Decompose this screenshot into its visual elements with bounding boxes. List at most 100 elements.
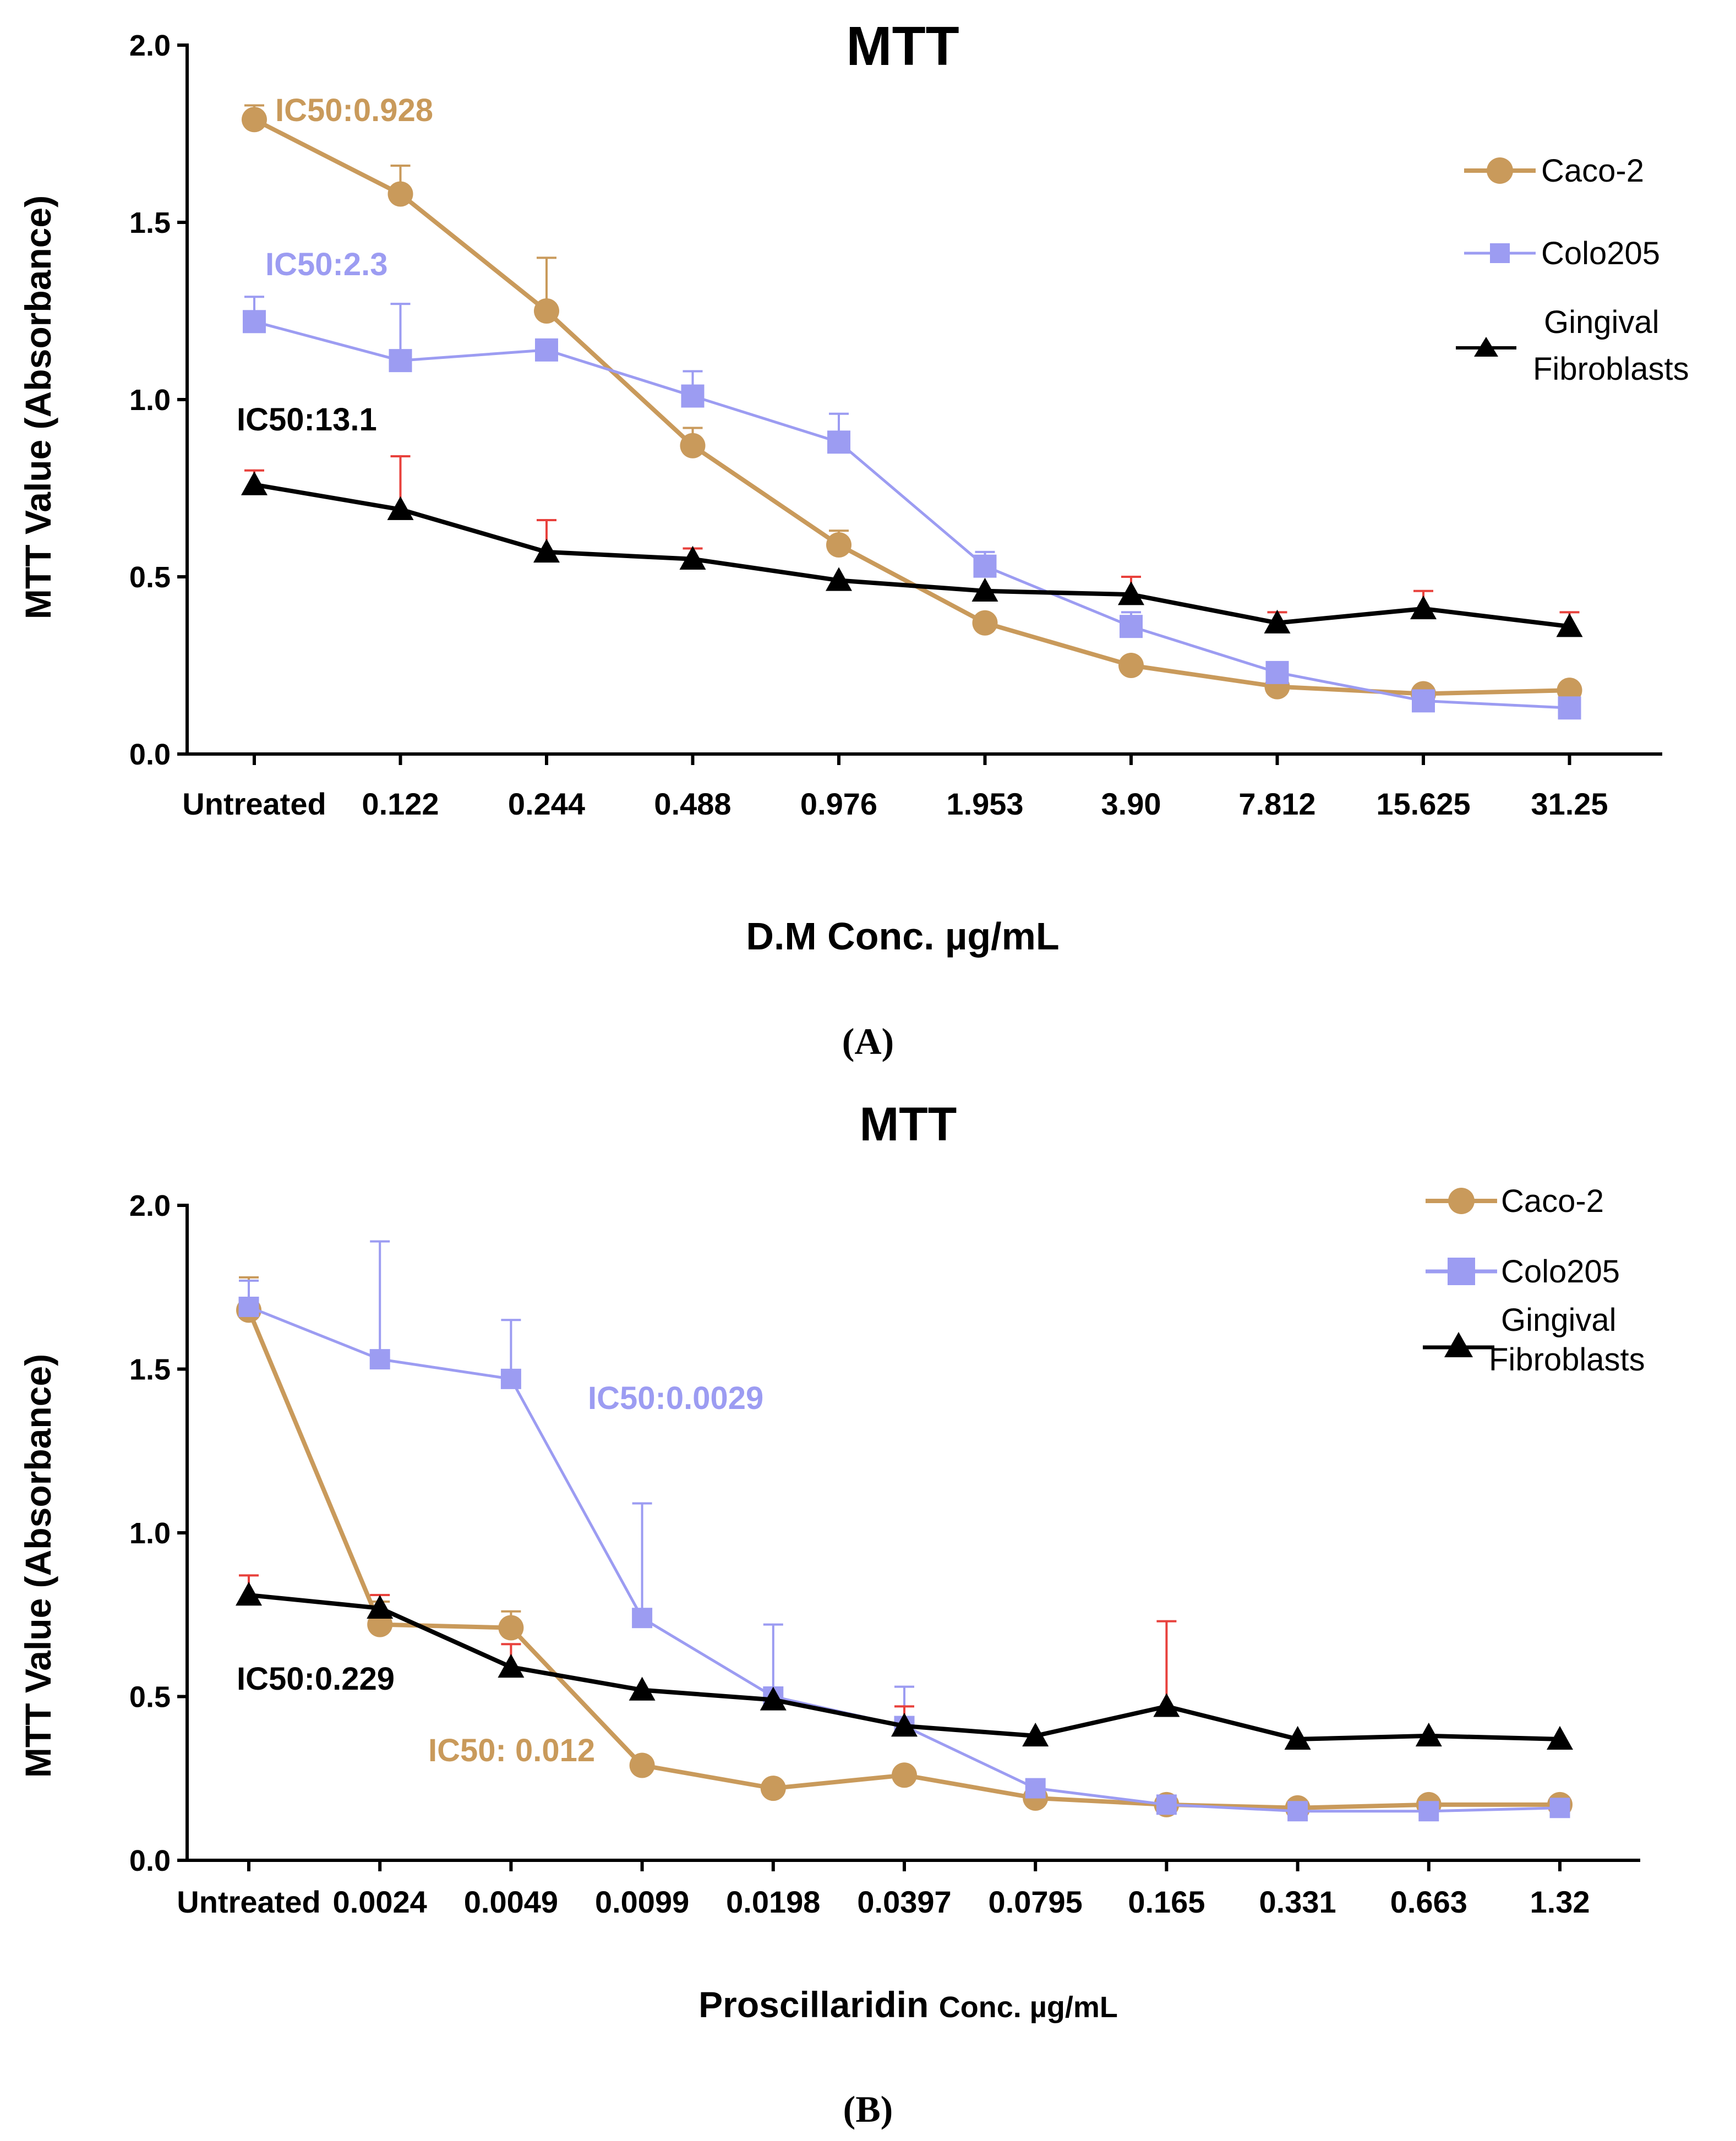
- legend-gingival-label-2: Fibroblasts: [1489, 1342, 1645, 1378]
- legend-caco2-label: Caco-2: [1541, 153, 1644, 189]
- panel-a-y-tick-label: 0.5: [129, 561, 171, 594]
- panel-a-y-tick-label: 1.0: [129, 384, 171, 417]
- panel-a-point-gingival: [1410, 595, 1437, 620]
- panel-a-point-gingival: [971, 577, 998, 602]
- legend-gingival-label-2: Fibroblasts: [1533, 351, 1689, 387]
- panel-a-point-caco2: [680, 433, 706, 458]
- panel-a-point-colo205: [243, 310, 266, 334]
- panel-b-point-colo205: [500, 1368, 521, 1389]
- panel-b-x-tick-label: 1.32: [1530, 1885, 1590, 1919]
- panel-a-point-gingival: [1556, 613, 1583, 637]
- panel-b-x-tick-label: 0.0397: [857, 1885, 951, 1919]
- panel-b-ic50-gingival: IC50:0.229: [237, 1661, 395, 1697]
- panel-b-x-axis-label-rest: Conc. µg/mL: [939, 1991, 1118, 2024]
- panel-b-point-colo205: [1418, 1801, 1439, 1822]
- panel-a-ic50-gingival: IC50:13.1: [237, 402, 377, 438]
- panel-b-point-colo205: [1287, 1801, 1308, 1822]
- panel-a-x-tick-label: 1.953: [946, 787, 1023, 821]
- panel-a-point-gingival: [1264, 609, 1291, 633]
- panel-a-point-colo205: [827, 430, 850, 454]
- panel-a-y-tick-label: 2.0: [129, 29, 171, 62]
- panel-a-x-tick-label: 7.812: [1238, 787, 1315, 821]
- legend-caco2-marker: [1487, 157, 1513, 184]
- panel-b-point-gingival: [498, 1653, 525, 1678]
- panel-b-point-gingival: [1022, 1722, 1049, 1747]
- panel-b-point-gingival: [1153, 1693, 1180, 1717]
- panel-b-point-colo205: [632, 1608, 653, 1629]
- panel-a-x-axis-label: D.M Conc. µg/mL: [746, 915, 1059, 958]
- panel-b-point-caco2: [629, 1752, 655, 1778]
- panel-b-y-tick-label: 1.5: [129, 1353, 171, 1386]
- panel-b-chart: MTT MTT Value (Absorbance) 0.0 0.5 1.0 1.5 2…: [18, 1098, 1645, 2130]
- panel-b-point-gingival: [367, 1594, 394, 1619]
- panel-b-point-colo205: [369, 1349, 390, 1370]
- panel-a-label: (A): [842, 1020, 894, 1062]
- panel-b-y-tick-label: 1.0: [129, 1517, 171, 1550]
- legend-gingival-marker: [1444, 1332, 1473, 1357]
- panel-a-line-caco2: [253, 117, 1570, 696]
- panel-a-x-tick-label: 0.122: [362, 787, 439, 821]
- panel-a-series: [241, 104, 1583, 720]
- panel-a-point-gingival: [1118, 581, 1144, 605]
- panel-b-point-gingival: [236, 1582, 262, 1606]
- legend-caco2-marker: [1448, 1188, 1475, 1214]
- panel-a-point-colo205: [681, 384, 705, 408]
- panel-a-point-gingival: [533, 538, 560, 563]
- panel-b-y-axis-label: MTT Value (Absorbance): [18, 1354, 58, 1778]
- panel-a-point-gingival: [387, 496, 414, 520]
- panel-b-point-gingival: [891, 1713, 918, 1737]
- panel-a-point-colo205: [1412, 689, 1435, 713]
- panel-a-point-gingival: [826, 567, 852, 591]
- panel-a-series-colo205: [243, 296, 1581, 720]
- panel-b-x-tick-label: 0.0024: [333, 1885, 427, 1919]
- panel-a-x-tick-label: 15.625: [1376, 787, 1470, 821]
- panel-b-x-tick-label: 0.0049: [464, 1885, 558, 1919]
- panel-b-ic50-caco2: IC50: 0.012: [428, 1733, 595, 1768]
- panel-b-series: [236, 1240, 1573, 1822]
- panel-a-x-tick-label: 31.25: [1531, 787, 1608, 821]
- panel-b-label: (B): [843, 2088, 893, 2130]
- panel-b-series-gingival: [236, 1574, 1573, 1750]
- panel-a-point-caco2: [242, 107, 267, 133]
- panel-a-ic50-caco2: IC50:0.928: [275, 92, 433, 128]
- panel-b-point-gingival: [1547, 1725, 1573, 1750]
- panel-a-axes: 0.0 0.5 1.0 1.5 2.0 Untreated 0.122 0.244 0.488 0…: [129, 29, 1662, 821]
- panel-a-x-tick-label: 0.976: [800, 787, 877, 821]
- legend-colo205-label: Colo205: [1501, 1254, 1620, 1290]
- panel-a-point-colo205: [1265, 660, 1289, 684]
- panel-a-legend: Caco-2 Colo205 Gingival Fibroblasts: [1456, 153, 1689, 387]
- panel-b-x-tick-label: 0.0795: [989, 1885, 1083, 1919]
- panel-a-point-colo205: [973, 554, 997, 578]
- panel-b-x-tick-label: 0.331: [1259, 1885, 1336, 1919]
- panel-b-x-tick-label: 0.663: [1390, 1885, 1467, 1919]
- panel-a-title: MTT: [846, 15, 959, 77]
- panel-a-point-gingival: [679, 545, 706, 570]
- panel-b-legend: Caco-2 Colo205 Gingival Fibroblasts: [1423, 1183, 1645, 1378]
- panel-b-x-tick-label: 0.0198: [726, 1885, 820, 1919]
- panel-a-series-caco2: [242, 104, 1582, 707]
- panel-b-point-caco2: [498, 1615, 524, 1641]
- panel-b-point-gingival: [1284, 1725, 1311, 1750]
- panel-a-point-colo205: [1120, 615, 1143, 638]
- panel-a-point-caco2: [826, 532, 851, 558]
- legend-gingival-label-1: Gingival: [1501, 1302, 1617, 1338]
- panel-b-title: MTT: [860, 1098, 957, 1151]
- panel-b-point-gingival: [1415, 1722, 1442, 1747]
- panel-a-point-caco2: [387, 181, 413, 207]
- panel-a-series-gingival: [241, 455, 1583, 637]
- panel-b-point-caco2: [760, 1776, 786, 1801]
- panel-b-axes: 0.0 0.5 1.0 1.5 2.0 Untreated 0.0024 0.0049 0.00…: [129, 1189, 1640, 1919]
- legend-colo205-marker: [1448, 1258, 1475, 1285]
- panel-a-point-colo205: [389, 349, 412, 373]
- panel-a-y-tick-label: 0.0: [129, 738, 171, 771]
- legend-gingival-marker: [1474, 337, 1498, 357]
- panel-a-point-caco2: [1118, 653, 1144, 678]
- panel-b-point-colo205: [1025, 1778, 1046, 1799]
- panel-b-y-tick-label: 0.0: [129, 1844, 171, 1877]
- panel-b-x-tick-label: 0.165: [1128, 1885, 1205, 1919]
- panel-a-chart: MTT MTT Value (Absorbance) 0.0 0.5 1.0 1.5 2…: [18, 15, 1689, 1062]
- panel-a-point-caco2: [972, 610, 998, 636]
- panel-b-point-colo205: [238, 1296, 259, 1317]
- panel-b-x-tick-label: Untreated: [177, 1885, 320, 1919]
- panel-a-x-tick-label: 0.244: [508, 787, 585, 821]
